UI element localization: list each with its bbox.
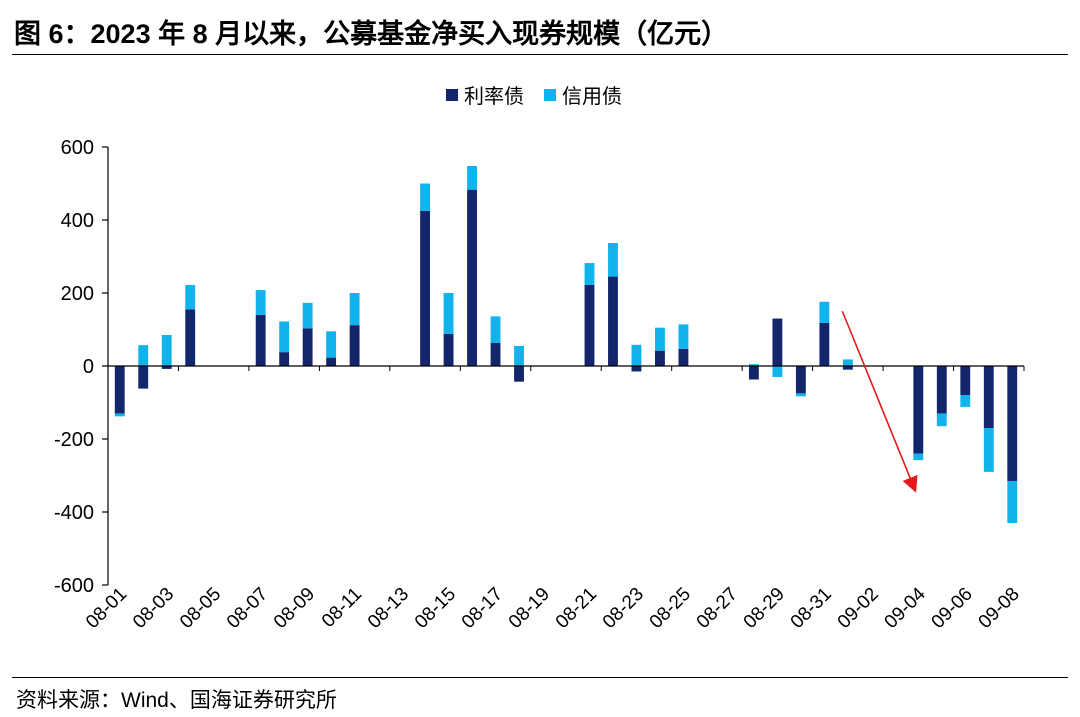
x-tick-label-09-06: 09-06 <box>928 584 977 633</box>
bar-rate-bond-08-01 <box>114 366 125 414</box>
x-tick-label-09-04: 09-04 <box>881 583 931 633</box>
y-tick-label: 600 <box>61 137 94 159</box>
bar-rate-bond-09-01 <box>842 366 853 370</box>
bar-rate-bond-08-30 <box>795 366 806 394</box>
bar-rate-bond-08-23 <box>631 366 642 372</box>
x-tick-label-08-29: 08-29 <box>740 584 789 633</box>
legend: 利率债 信用债 <box>446 80 642 109</box>
legend-item-rate-bond: 利率债 <box>446 80 524 109</box>
bar-credit-bond-09-06 <box>960 395 971 407</box>
bar-credit-bond-08-18 <box>514 345 524 366</box>
bar-rate-bond-08-09 <box>302 328 313 366</box>
bar-rate-bond-08-18 <box>514 366 524 382</box>
x-tick-label-08-31: 08-31 <box>787 584 836 633</box>
bar-rate-bond-08-14 <box>420 210 431 366</box>
bar-rate-bond-09-07 <box>983 366 994 429</box>
bar-rate-bond-08-10 <box>326 357 337 366</box>
x-tick-label-08-07: 08-07 <box>223 584 272 633</box>
x-tick-label-08-17: 08-17 <box>458 584 507 633</box>
bar-credit-bond-08-02 <box>138 345 149 366</box>
bar-rate-bond-08-22 <box>608 276 618 366</box>
bar-rate-bond-08-21 <box>584 284 595 366</box>
bar-credit-bond-08-25 <box>678 324 689 349</box>
y-tick-label: -400 <box>54 502 94 524</box>
title-divider <box>12 54 1068 55</box>
bar-credit-bond-08-11 <box>349 293 360 326</box>
bar-credit-bond-08-17 <box>490 316 501 344</box>
y-tick-label: 400 <box>61 210 94 232</box>
bar-rate-bond-08-15 <box>443 333 454 366</box>
bar-credit-bond-08-14 <box>420 183 431 211</box>
bar-credit-bond-08-03 <box>161 334 172 366</box>
bar-credit-bond-08-23 <box>631 344 642 366</box>
bar-credit-bond-09-07 <box>983 428 994 472</box>
figure-title: 图 6：2023 年 8 月以来，公募基金净买入现券规模（亿元） <box>14 19 729 49</box>
bar-rate-bond-08-16 <box>467 189 477 366</box>
bar-credit-bond-08-10 <box>326 331 337 358</box>
legend-swatch-rate-bond <box>446 88 458 101</box>
bar-rate-bond-08-07 <box>255 314 266 366</box>
x-tick-label-08-05: 08-05 <box>176 584 225 633</box>
bar-rate-bond-08-11 <box>349 325 360 366</box>
trend-arrow <box>841 310 918 493</box>
bar-rate-bond-09-05 <box>936 366 947 414</box>
x-tick-label-08-03: 08-03 <box>129 584 178 633</box>
legend-swatch-credit-bond <box>544 88 556 101</box>
bar-rate-bond-08-02 <box>138 366 149 389</box>
legend-item-credit-bond: 信用债 <box>544 80 622 109</box>
bar-rate-bond-08-24 <box>655 350 665 366</box>
bar-credit-bond-08-21 <box>584 263 595 285</box>
bar-credit-bond-09-08 <box>1007 480 1018 523</box>
bar-credit-bond-08-28 <box>748 364 759 366</box>
bar-credit-bond-08-22 <box>608 242 618 277</box>
y-tick-label: -200 <box>54 429 94 451</box>
y-tick-label: -600 <box>54 575 94 597</box>
bar-rate-bond-08-29 <box>772 318 783 366</box>
bar-rate-bond-09-06 <box>960 366 971 396</box>
bar-rate-bond-08-17 <box>490 343 501 366</box>
bar-credit-bond-08-07 <box>255 290 266 315</box>
bar-rate-bond-08-28 <box>748 366 759 380</box>
bar-credit-bond-09-01 <box>842 359 853 366</box>
bar-credit-bond-08-30 <box>795 393 806 397</box>
bar-credit-bond-08-29 <box>772 366 783 377</box>
legend-label-credit-bond: 信用债 <box>562 86 622 108</box>
bar-rate-bond-08-08 <box>279 352 290 366</box>
x-tick-label-08-13: 08-13 <box>364 584 413 633</box>
y-tick-label: 200 <box>61 283 94 305</box>
bar-credit-bond-08-16 <box>467 165 477 190</box>
source-divider <box>12 677 1068 678</box>
bar-rate-bond-08-25 <box>678 348 689 366</box>
bar-credit-bond-09-05 <box>936 413 947 427</box>
x-tick-label-09-02: 09-02 <box>834 584 883 633</box>
bar-credit-bond-09-04 <box>913 453 924 461</box>
x-tick-label-09-08: 09-08 <box>975 584 1024 633</box>
x-tick-label-08-11: 08-11 <box>318 584 366 632</box>
x-tick-label-08-27: 08-27 <box>693 584 742 633</box>
bar-credit-bond-08-08 <box>279 321 290 353</box>
bar-rate-bond-09-08 <box>1007 366 1018 481</box>
bar-rate-bond-09-04 <box>913 366 924 454</box>
bar-rate-bond-08-03 <box>161 366 172 369</box>
bar-rate-bond-08-31 <box>819 322 830 366</box>
x-tick-label-08-25: 08-25 <box>646 584 695 633</box>
x-tick-label-08-15: 08-15 <box>411 584 460 633</box>
legend-label-rate-bond: 利率债 <box>464 86 524 108</box>
x-tick-label-08-21: 08-21 <box>552 584 601 633</box>
bar-credit-bond-08-15 <box>443 293 454 334</box>
bar-credit-bond-08-24 <box>655 327 665 351</box>
x-tick-label-08-19: 08-19 <box>505 584 554 633</box>
x-tick-label-08-09: 08-09 <box>270 584 319 633</box>
source-note: 资料来源：Wind、国海证券研究所 <box>16 689 337 712</box>
bar-credit-bond-08-04 <box>185 284 196 310</box>
bar-chart: -600-400-200020040060008-0108-0308-0508-… <box>54 137 1025 633</box>
bar-rate-bond-08-04 <box>185 309 196 366</box>
bar-credit-bond-08-01 <box>114 413 125 417</box>
bar-credit-bond-08-09 <box>302 302 313 329</box>
y-tick-label: 0 <box>83 356 94 378</box>
x-tick-label-08-23: 08-23 <box>599 584 648 633</box>
bar-credit-bond-08-31 <box>819 301 830 323</box>
